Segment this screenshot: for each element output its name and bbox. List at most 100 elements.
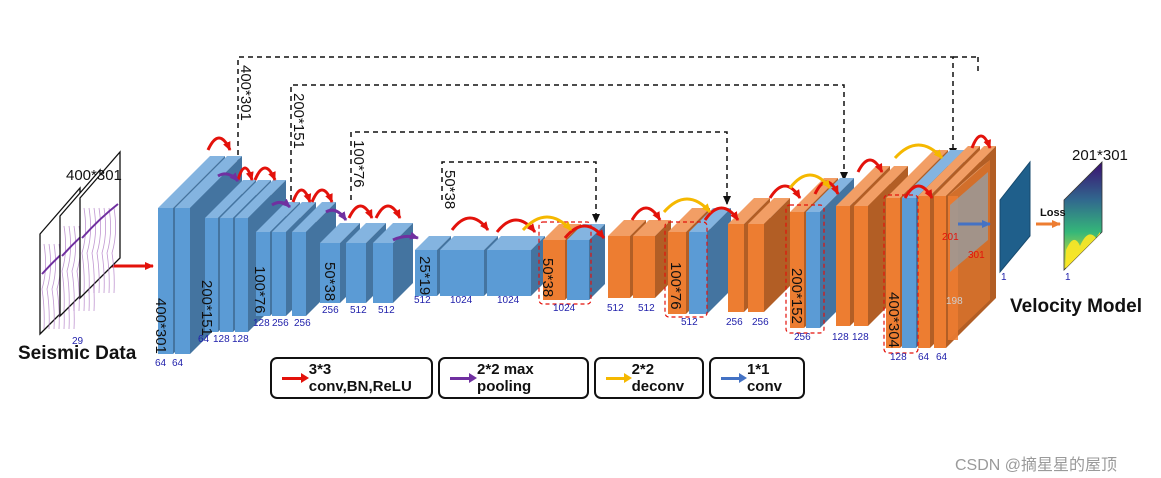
block-front — [748, 224, 764, 312]
crop-top — [948, 160, 990, 196]
decoder-block — [633, 220, 671, 298]
block-top — [235, 180, 286, 218]
conv-arrow — [253, 166, 277, 181]
decoder-block — [567, 224, 605, 300]
conv-arrow — [291, 188, 312, 203]
deconv-arrow — [521, 215, 573, 232]
block-side — [655, 220, 671, 298]
encoder-size-label: 100*76 — [251, 266, 268, 314]
seismic-trace — [96, 207, 101, 294]
legend-conv: 3*3 conv,BN,ReLU — [270, 357, 433, 399]
seismic-trace — [46, 243, 51, 330]
operation-arrows — [96, 134, 1061, 270]
block-top — [633, 220, 671, 236]
block-front — [158, 208, 173, 354]
block-front — [902, 198, 916, 348]
encoder-block — [373, 223, 413, 303]
block-front — [668, 232, 686, 314]
block-front — [373, 243, 393, 303]
seismic-trace — [66, 225, 71, 312]
channel-label: 256 — [294, 318, 311, 329]
conv-arrow — [970, 134, 992, 149]
channel-label: 1024 — [497, 295, 520, 306]
red-arrow-icon — [282, 372, 309, 383]
block-top — [567, 224, 605, 240]
input-label: Seismic Data — [18, 343, 137, 364]
seismic-trace — [71, 225, 76, 312]
channel-label: 1024 — [450, 295, 473, 306]
block-front — [633, 236, 655, 298]
output-size-label: 201*301 — [1072, 147, 1128, 164]
conv-arrow — [768, 184, 802, 199]
seismic-trace — [41, 243, 46, 330]
decoder-size-label: 50*38 — [539, 258, 556, 297]
block-top — [748, 198, 790, 224]
crop-label: 198 — [946, 296, 963, 307]
channel-label: 64 — [172, 358, 184, 369]
output-feature-map — [999, 160, 1031, 274]
block-top — [292, 202, 336, 232]
seismic-slice — [79, 150, 121, 300]
skip-size-label: 100*76 — [350, 140, 367, 188]
block-front — [886, 198, 900, 348]
block-top — [668, 208, 710, 232]
seismic-trace — [91, 207, 96, 294]
channel-label: 512 — [350, 305, 367, 316]
channel-label: 512 — [378, 305, 395, 316]
channel-label: 64 — [155, 358, 167, 369]
blue-arrow-icon — [721, 372, 747, 383]
encoder-size-label: 50*38 — [321, 262, 338, 301]
block-front — [836, 206, 850, 326]
channel-label: 512 — [607, 303, 624, 314]
channel-label: 512 — [638, 303, 655, 314]
deconv-arrow — [662, 197, 712, 214]
block-front — [272, 232, 286, 316]
skip-connections: 400*301 200*151 100*76 50*38 — [237, 56, 979, 223]
block-front — [175, 208, 190, 354]
conv-arrow — [347, 204, 374, 219]
block-front — [806, 212, 820, 328]
block-top — [158, 156, 225, 208]
output-label: Velocity Model — [1010, 296, 1142, 317]
channel-label: 64 — [936, 352, 948, 363]
decoder-block — [748, 198, 790, 312]
channel-label: 128 — [852, 332, 869, 343]
conv-arrow — [856, 158, 884, 173]
encoder-size-label: 25*19 — [416, 256, 433, 295]
velocity-layer — [1066, 232, 1100, 268]
block-top — [886, 150, 948, 198]
block-front — [415, 250, 437, 296]
block-top — [440, 236, 498, 250]
conv-arrow — [236, 166, 254, 181]
output-channel-label: 1 — [1065, 272, 1071, 283]
block-top — [373, 223, 413, 243]
block-front — [235, 218, 248, 332]
block-front — [256, 232, 270, 316]
block-front — [440, 250, 484, 296]
conv-arrow — [563, 224, 606, 239]
block-top — [918, 146, 980, 196]
block-front — [728, 224, 744, 312]
legend-onebyone: 1*1 conv — [709, 357, 805, 399]
channel-label: 256 — [726, 317, 743, 328]
block-top — [205, 180, 256, 218]
channel-label: 128 — [253, 318, 270, 329]
block-side — [707, 208, 731, 314]
conv-arrow — [310, 188, 334, 203]
decoder-size-label: 200*152 — [788, 268, 805, 324]
block-front — [320, 243, 340, 303]
seismic-trace — [81, 207, 86, 294]
channel-label: 1024 — [553, 303, 576, 314]
skip-size-label: 200*151 — [290, 93, 307, 149]
block-top — [689, 208, 731, 232]
block-front — [567, 240, 589, 300]
concat-highlight — [785, 204, 825, 334]
block-front — [689, 232, 707, 314]
deconv-arrow — [893, 143, 944, 160]
decoder-size-label: 100*76 — [667, 262, 684, 310]
seismic-trace — [106, 207, 111, 294]
block-top — [934, 146, 996, 196]
block-front — [608, 236, 630, 298]
block-front — [918, 196, 930, 348]
